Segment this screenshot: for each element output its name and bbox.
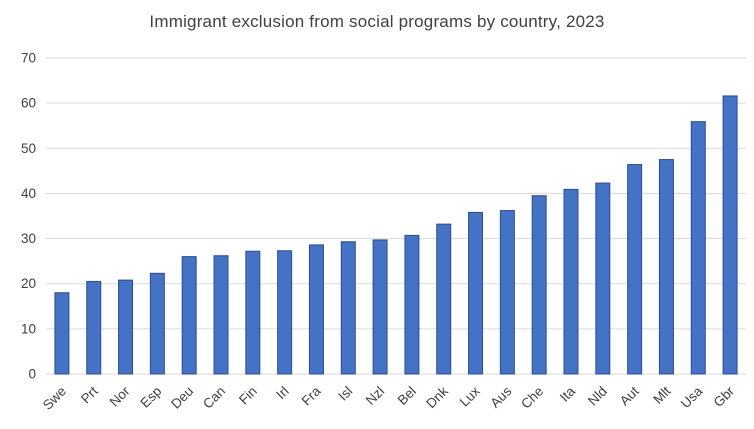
x-axis-tick-label: Aut: [617, 383, 642, 408]
bar-fin: [245, 250, 261, 375]
x-axis-tick-label: Bel: [395, 384, 419, 408]
bar-irl: [277, 250, 293, 375]
x-axis-tick-label: Prt: [78, 383, 101, 406]
x-axis-tick-label: Deu: [168, 384, 196, 412]
x-axis-tick-label: Gbr: [711, 383, 738, 410]
x-axis-tick-label: Esp: [137, 384, 164, 411]
bar-ita: [563, 188, 579, 375]
x-axis-tick-label: Dnk: [423, 383, 451, 411]
x-axis-tick-label: Aus: [487, 383, 514, 410]
y-axis-tick-label: 60: [21, 96, 36, 111]
bar-deu: [181, 256, 197, 375]
y-axis-tick-label: 40: [21, 186, 36, 201]
bar-usa: [690, 121, 706, 375]
y-axis-tick-label: 70: [21, 51, 36, 66]
bar-mlt: [658, 159, 674, 375]
x-axis-tick-label: Swe: [40, 384, 69, 413]
bar-gbr: [722, 95, 738, 375]
bar-aut: [627, 164, 643, 375]
chart-title: Immigrant exclusion from social programs…: [149, 12, 605, 31]
x-axis-tick-label: Can: [200, 384, 228, 412]
bar-nld: [595, 182, 611, 375]
bar-dnk: [436, 223, 452, 375]
bar-swe: [54, 292, 70, 375]
bar-lux: [468, 211, 484, 375]
y-axis-tick-label: 10: [21, 321, 36, 336]
x-axis-tick-label: Mlt: [650, 383, 674, 407]
x-axis-tick-label: Nor: [107, 383, 133, 409]
x-axis-tick-label: Nld: [585, 384, 610, 409]
bar-nzl: [372, 239, 388, 375]
x-axis-tick-label: Nzl: [363, 384, 387, 408]
y-axis-tick-label: 0: [28, 367, 36, 382]
x-axis-tick-label: Fra: [299, 383, 324, 408]
x-axis-tick-label: Usa: [678, 383, 706, 411]
x-axis-tick-label: Che: [518, 384, 546, 412]
x-axis-tick-label: Fin: [236, 384, 260, 408]
bar-che: [531, 195, 547, 375]
y-axis-tick-label: 50: [21, 141, 36, 156]
bar-bel: [404, 234, 420, 375]
bar-esp: [149, 272, 165, 375]
x-axis-tick-label: Irl: [273, 384, 292, 403]
bar-prt: [86, 280, 102, 375]
bar-fra: [308, 244, 324, 375]
bar-nor: [118, 279, 134, 375]
y-axis-tick-label: 20: [21, 276, 36, 291]
bar-isl: [340, 241, 356, 375]
y-axis-tick-label: 30: [21, 231, 36, 246]
bar-aus: [499, 210, 515, 375]
bar-can: [213, 255, 229, 375]
x-axis-tick-label: Isl: [335, 384, 355, 404]
x-axis-tick-label: Lux: [457, 383, 483, 409]
x-axis-tick-label: Ita: [557, 383, 579, 405]
